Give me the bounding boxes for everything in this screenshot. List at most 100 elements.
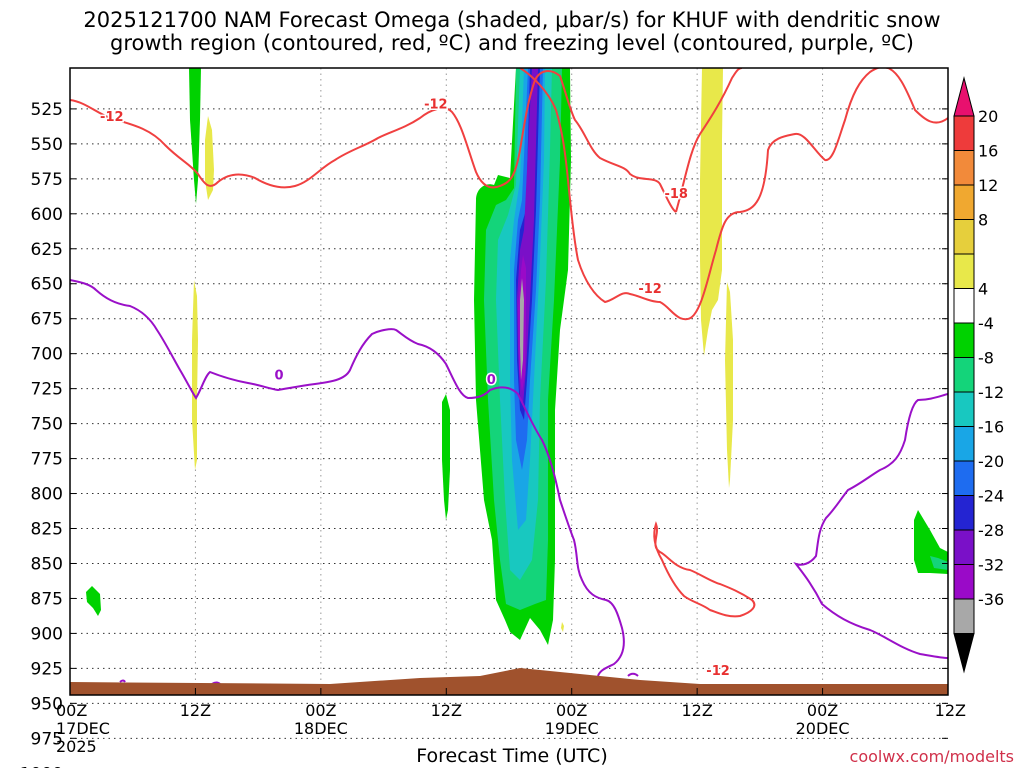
colorbar-label: -32	[978, 556, 1004, 575]
y-tick-label: 600	[31, 205, 63, 225]
colorbar-segment	[953, 288, 975, 324]
colorbar-label: 4	[978, 280, 988, 299]
x-tick-label: 18DEC	[294, 719, 348, 738]
colorbar-segment	[953, 357, 975, 393]
colorbar-label: -16	[978, 418, 1004, 437]
colorbar: 20 16 12 8 4 -4 -8 -12 -16 -20 -24 -28 -32 -36	[953, 76, 1004, 674]
colorbar-label: 12	[978, 176, 998, 195]
x-tick-label: 12Z	[681, 701, 712, 720]
dendritic-contour-label: -18	[664, 187, 688, 202]
y-tick-label: 725	[31, 380, 63, 400]
omega-region-descent-speck	[561, 622, 564, 632]
colorbar-label: -12	[978, 383, 1004, 402]
chart-title-line-1: 2025121700 NAM Forecast Omega (shaded, μ…	[83, 8, 941, 32]
colorbar-segment	[953, 598, 975, 634]
omega-region-descent-13z17	[205, 116, 214, 200]
colorbar-segment	[953, 426, 975, 462]
y-tick-label: 525	[31, 100, 63, 120]
colorbar-label: -20	[978, 452, 1004, 471]
dendritic-contour-label: -12	[100, 110, 124, 125]
x-tick-label: 17DEC	[56, 719, 110, 738]
y-axis: 525 550 575 600 625 650 675 700 725 750 775 800 825 8…	[20, 100, 948, 768]
colorbar-segment	[953, 564, 975, 600]
colorbar-label: 16	[978, 142, 998, 161]
y-tick-label: 900	[31, 624, 63, 644]
omega-region-12z18-green	[442, 394, 450, 520]
omega-region-12z17-green	[189, 68, 201, 204]
plot-frame	[69, 67, 949, 696]
y-tick-label: 875	[31, 589, 63, 609]
colorbar-label: 8	[978, 211, 988, 230]
x-tick-label: 19DEC	[545, 719, 599, 738]
colorbar-segment	[953, 529, 975, 565]
y-tick-label: 625	[31, 240, 63, 260]
grid-lines	[70, 68, 948, 739]
dendritic-contour-upper-right	[675, 68, 743, 213]
colorbar-label: -8	[978, 349, 994, 368]
y-tick-label: 925	[31, 659, 63, 679]
y-tick-label: 675	[31, 310, 63, 330]
x-tick-label: 00Z	[305, 701, 336, 720]
colorbar-segment	[953, 495, 975, 531]
omega-region-06z17-green	[86, 586, 101, 616]
y-tick-label: 775	[31, 450, 63, 470]
freezing-contour-main	[70, 279, 625, 677]
colorbar-segment	[953, 150, 975, 186]
y-tick-label: 650	[31, 275, 63, 295]
dendritic-contour-upper	[70, 70, 677, 213]
colorbar-segment	[953, 115, 975, 151]
dendritic-contour-label: -12	[706, 664, 730, 679]
dendritic-contour-lower-loop	[653, 521, 756, 618]
colorbar-label: -28	[978, 521, 1004, 540]
x-tick-label: 00Z	[556, 701, 587, 720]
y-tick-label: 575	[31, 170, 63, 190]
colorbar-segment	[953, 184, 975, 220]
colorbar-max-triangle	[953, 76, 975, 117]
y-tick-label: 800	[31, 485, 63, 505]
contour-labels: -12 -12 -18 -12 -12 0 0	[99, 96, 732, 680]
omega-shading	[70, 68, 948, 695]
x-tick-label: 00Z	[56, 701, 87, 720]
freezing-contour-label: 0	[487, 373, 496, 388]
omega-region-descent-12z17-low	[192, 280, 198, 470]
x-tick-label: 20DEC	[796, 719, 850, 738]
dendritic-contour-label: -12	[424, 97, 448, 112]
y-tick-label: 750	[31, 415, 63, 435]
y-tick-label: 550	[31, 135, 63, 155]
freezing-contour-label: 0	[275, 369, 284, 384]
dendritic-contour-label: -12	[638, 282, 662, 297]
omega-region-21z20-teal	[930, 556, 948, 570]
colorbar-label: -4	[978, 314, 994, 333]
freezing-contour-right	[793, 393, 948, 659]
colorbar-label: -36	[978, 590, 1004, 609]
colorbar-min-triangle	[953, 633, 975, 674]
colorbar-segment	[953, 460, 975, 496]
freezing-contour-speck-3	[627, 672, 639, 677]
colorbar-segment	[953, 253, 975, 289]
colorbar-segment	[953, 391, 975, 427]
y-tick-label: 825	[31, 520, 63, 540]
y-tick-label: 975	[31, 729, 63, 749]
colorbar-segment	[953, 219, 975, 255]
terrain-fill	[70, 668, 948, 695]
y-tick-label: 850	[31, 554, 63, 574]
colorbar-label: -24	[978, 487, 1004, 506]
x-tick-label: 2025	[56, 737, 97, 756]
y-tick-label: 1000	[20, 764, 63, 768]
chart-title-line-2: growth region (contoured, red, ºC) and f…	[110, 31, 914, 55]
x-tick-label: 12Z	[180, 701, 211, 720]
omega-region-core-gray	[520, 278, 524, 380]
dendritic-contour-mid	[519, 68, 948, 321]
colorbar-segment	[953, 322, 975, 358]
y-tick-label: 950	[31, 694, 63, 714]
x-axis-title: Forecast Time (UTC)	[416, 745, 608, 767]
x-tick-label: 00Z	[807, 701, 838, 720]
freezing-contour-speck	[119, 679, 126, 683]
y-tick-label: 700	[31, 345, 63, 365]
x-tick-label: 12Z	[431, 701, 462, 720]
credit-text: coolwx.com/modelts	[849, 747, 1014, 766]
x-tick-label: 12Z	[935, 701, 966, 720]
colorbar-label: 20	[978, 107, 998, 126]
